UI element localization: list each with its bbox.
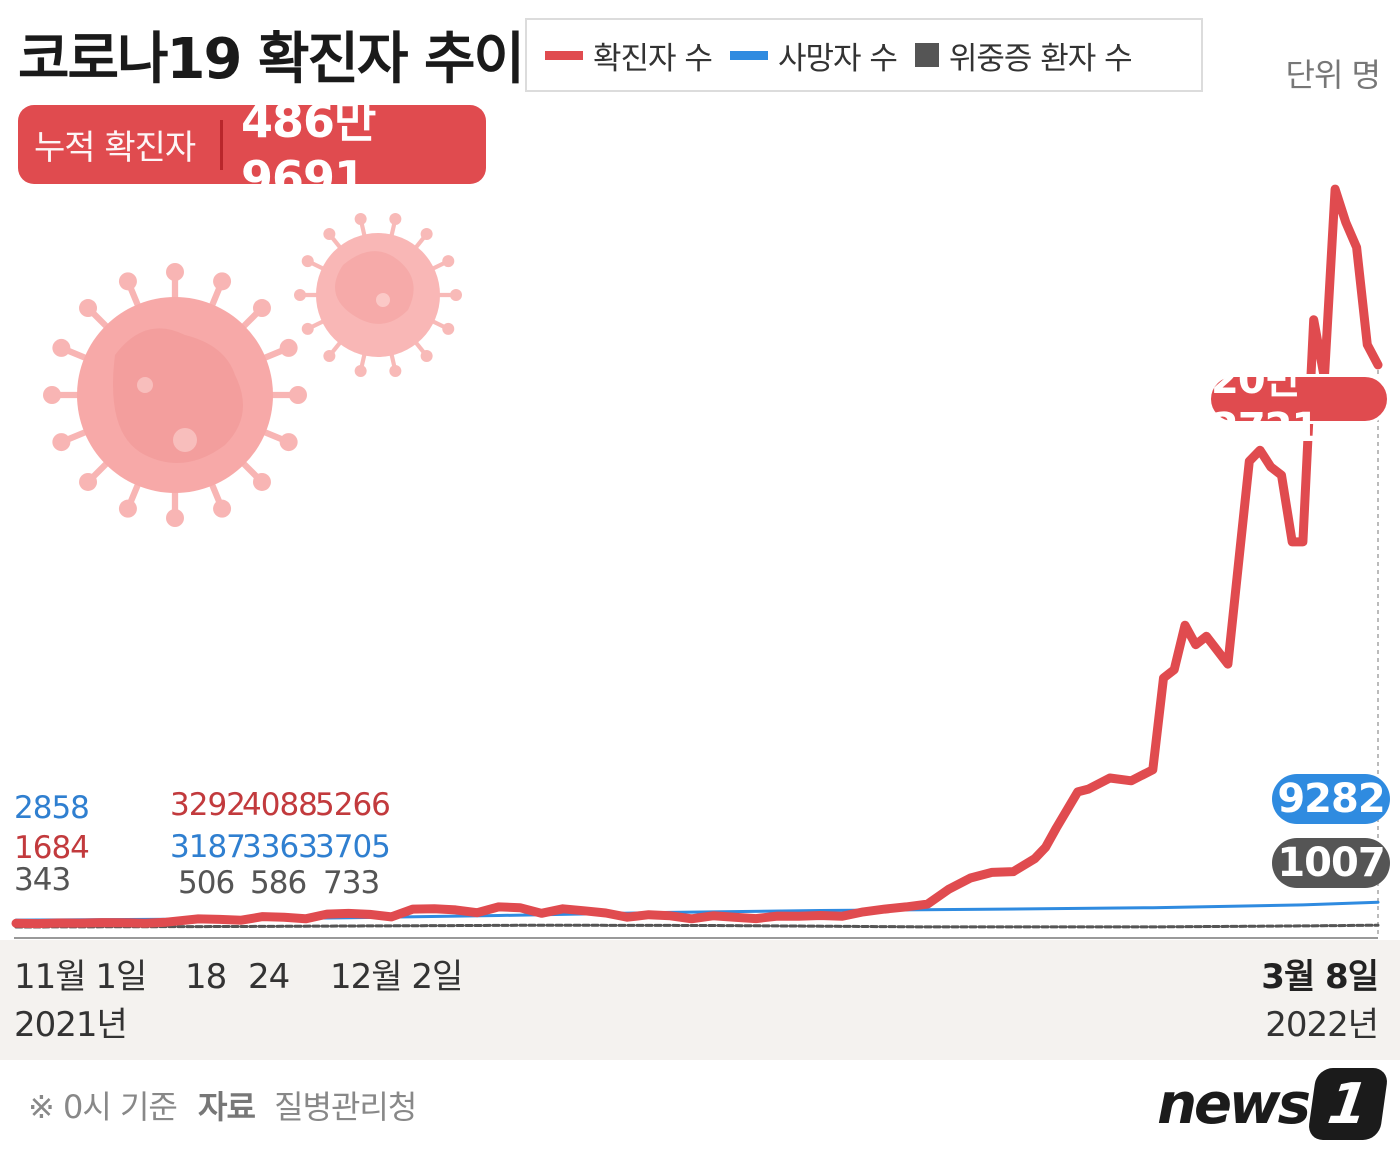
cumulative-box: 누적 확진자 486만9691: [18, 94, 486, 205]
data-label-critical: 733: [323, 865, 379, 901]
virus-spike-tip: [166, 509, 184, 527]
virus-spike-tip: [420, 349, 433, 362]
legend-item-confirmed: 확진자 수: [545, 33, 713, 78]
virus-spike-tip: [354, 365, 367, 378]
virus-spike-tip: [79, 472, 98, 491]
x-tick-label: 12월 2일: [330, 957, 462, 997]
virus-spike-tip: [43, 386, 61, 404]
virus-spike-tip: [294, 289, 306, 301]
logo-mark: 1: [1306, 1068, 1390, 1140]
virus-spike-tip: [389, 212, 402, 225]
x-year-label-end: 2022년: [1265, 1005, 1378, 1045]
virus-spike-tip: [118, 499, 137, 518]
legend: 확진자 수 사망자 수 위중증 환자 수: [525, 18, 1203, 92]
virus-illustration: [43, 212, 462, 527]
legend-item-critical: 위중증 환자 수: [914, 33, 1133, 78]
virus-spike-tip: [279, 433, 298, 452]
virus-spike-tip: [213, 499, 232, 518]
cumulative-label: 누적 확진자: [34, 128, 196, 168]
virus-spike-tip: [166, 263, 184, 281]
legend-label-critical: 위중증 환자 수: [948, 40, 1133, 77]
data-label-confirmed: 4088: [242, 787, 317, 823]
virus-spike-tip: [279, 338, 298, 357]
virus-spike-tip: [323, 349, 336, 362]
virus-spike-tip: [52, 338, 71, 357]
data-label-critical: 343: [14, 862, 70, 898]
series-line-confirmed: [11, 184, 1383, 929]
virus-spike-tip: [442, 255, 455, 268]
legend-label-deaths: 사망자 수: [777, 40, 898, 77]
x-tick-label: 18: [185, 957, 226, 997]
end-value-pill-confirmed: 20만2721: [1208, 357, 1390, 451]
virus-spike-tip: [252, 299, 271, 318]
virus-spike-tip: [442, 322, 455, 335]
x-tick-label: 11월 1일: [14, 957, 146, 997]
x-year-label-start: 2021년: [14, 1005, 127, 1045]
virus-spike-tip: [450, 289, 462, 301]
news1-logo: news 1: [1157, 1068, 1390, 1140]
data-label-deaths: 2858: [14, 790, 89, 826]
legend-item-deaths: 사망자 수: [729, 33, 898, 78]
data-label-confirmed: 1684: [14, 830, 89, 866]
virus-spike-tip: [301, 322, 314, 335]
data-label-critical: 506: [178, 865, 234, 901]
logo-word: news: [1157, 1071, 1311, 1137]
x-tick-label: 3월 8일: [1261, 957, 1378, 997]
virus-spike-tip: [389, 365, 402, 378]
legend-swatch-confirmed: [545, 50, 583, 60]
virus-spike-tip: [252, 472, 271, 491]
data-label-deaths: 3187: [170, 829, 245, 865]
legend-swatch-critical: [914, 43, 939, 67]
source-label: 자료: [198, 1088, 256, 1126]
virus-spike-tip: [52, 433, 71, 452]
end-value-pill-critical: 1007: [1272, 838, 1390, 888]
x-axis-band: [0, 940, 1400, 1060]
legend-swatch-deaths: [729, 50, 768, 60]
cumulative-divider: [220, 119, 223, 170]
virus-spike-tip: [118, 272, 137, 291]
legend-label-confirmed: 확진자 수: [593, 40, 713, 77]
data-label-confirmed: 3292: [170, 787, 245, 823]
virus-spike-tip: [420, 228, 433, 241]
virus-spike-tip: [301, 255, 314, 268]
virus-spike-tip: [323, 228, 336, 241]
virus-spike-tip: [213, 272, 232, 291]
virus-spike-tip: [354, 212, 367, 225]
x-tick-label: 24: [248, 957, 289, 997]
data-label-deaths: 3705: [315, 829, 390, 865]
data-label-deaths: 3363: [242, 829, 317, 865]
series-line-critical: [14, 923, 1380, 929]
source-name: 질병관리청: [274, 1088, 417, 1126]
footer-note: ※ 0시 기준 자료 질병관리청: [28, 1082, 417, 1128]
chart-title: 코로나19 확진자 추이: [18, 27, 525, 92]
end-value-pill-deaths: 9282: [1272, 774, 1390, 824]
data-label-critical: 586: [250, 865, 306, 901]
basis-note: ※ 0시 기준: [28, 1088, 178, 1126]
unit-label: 단위 명: [1285, 56, 1381, 94]
virus-spike-tip: [289, 386, 307, 404]
cumulative-value: 486만9691: [241, 93, 376, 205]
virus-spike-tip: [79, 299, 98, 318]
data-label-confirmed: 5266: [315, 787, 390, 823]
